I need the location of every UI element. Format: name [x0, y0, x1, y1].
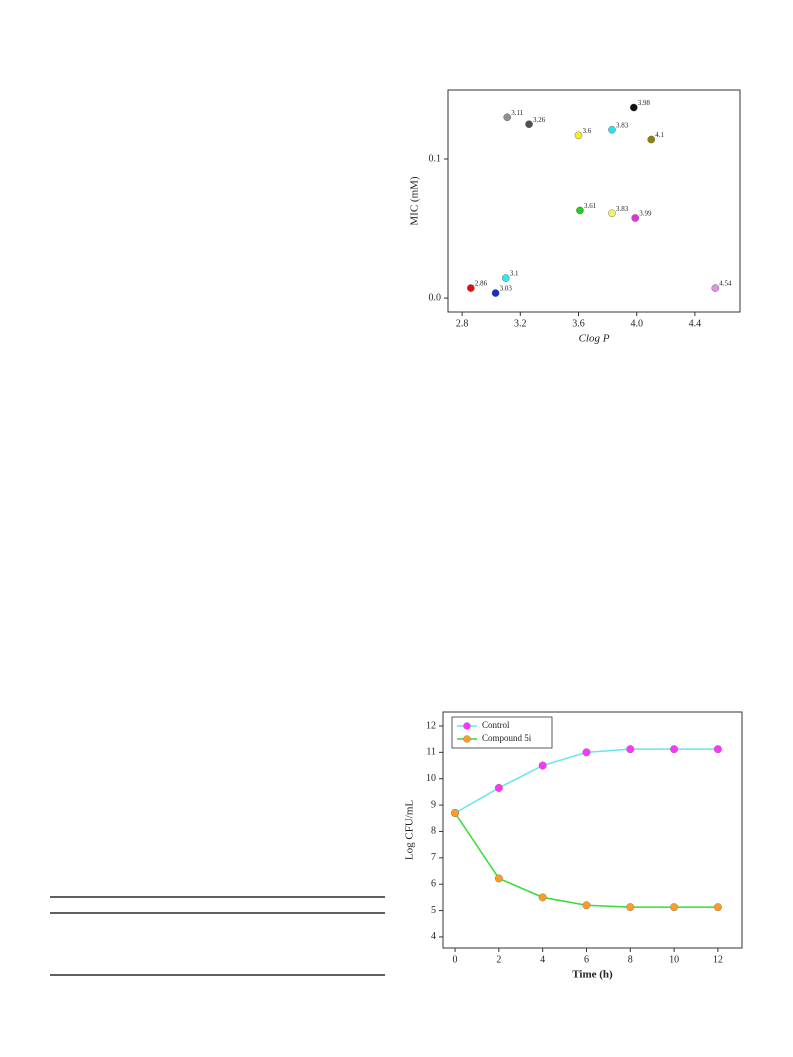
- y-tick-label: 11: [426, 747, 436, 758]
- y-tick-label: 8: [431, 826, 436, 837]
- point: [608, 209, 616, 218]
- series-line: [454, 812, 718, 908]
- marker: [582, 748, 591, 757]
- point: [525, 120, 533, 129]
- point: [501, 274, 510, 282]
- x-tick-label: 3.2: [514, 318, 527, 329]
- marker: [494, 783, 503, 792]
- point-label: 3.99: [639, 210, 652, 218]
- point: [608, 125, 616, 134]
- y-tick-label: 0.0: [429, 292, 442, 303]
- plot-frame: [447, 89, 741, 313]
- y-tick-label: 12: [426, 720, 436, 731]
- y-tick-label: 6: [431, 878, 436, 889]
- y-axis-label: MIC (mM): [409, 176, 421, 226]
- point-label: 3.83: [616, 205, 629, 213]
- x-tick-label: 2.8: [456, 318, 469, 329]
- point: [491, 289, 500, 297]
- marker: [670, 745, 679, 754]
- marker: [494, 874, 503, 883]
- point: [503, 113, 512, 122]
- marker: [538, 893, 547, 902]
- point-label: 4.1: [655, 131, 664, 139]
- x-axis-label: Time (h): [572, 969, 613, 981]
- y-tick-label: 0.1: [429, 153, 442, 164]
- x-tick-label: 4.0: [630, 318, 643, 329]
- point: [711, 284, 720, 292]
- x-tick-label: 4: [540, 954, 545, 965]
- point: [647, 135, 656, 144]
- marker: [451, 808, 460, 817]
- legend-marker: [463, 735, 471, 743]
- point: [576, 206, 584, 215]
- point-label: 3.1: [510, 270, 519, 278]
- x-tick-label: 6: [584, 954, 589, 965]
- marker: [538, 761, 547, 770]
- y-tick-label: 7: [431, 852, 436, 863]
- point: [629, 103, 638, 112]
- x-tick-label: 4.4: [689, 318, 702, 329]
- point-label: 4.54: [719, 280, 732, 288]
- point-label: 3.03: [500, 285, 513, 293]
- x-tick-label: 8: [628, 954, 633, 965]
- point: [631, 214, 640, 222]
- point-label: 3.98: [638, 99, 651, 107]
- point-label: 3.26: [533, 116, 546, 124]
- y-axis-label: Log CFU/mL: [404, 800, 416, 860]
- point-label: 3.11: [511, 109, 523, 117]
- marker: [670, 903, 679, 912]
- series-line: [454, 748, 718, 814]
- x-tick-label: 0: [453, 954, 458, 965]
- legend-label: Control: [482, 720, 510, 730]
- x-tick-label: 2: [496, 954, 501, 965]
- marker: [713, 745, 722, 754]
- point: [574, 131, 583, 140]
- legend-label: Compound 5i: [482, 733, 532, 743]
- point: [467, 284, 475, 292]
- legend-marker: [463, 722, 471, 730]
- x-tick-label: 3.6: [572, 318, 585, 329]
- x-axis-label: Clog P: [579, 333, 610, 345]
- plot-frame: [442, 711, 743, 949]
- y-tick-label: 10: [426, 773, 436, 784]
- x-tick-label: 10: [669, 954, 679, 965]
- point-label: 3.6: [583, 127, 592, 135]
- marker: [626, 745, 635, 754]
- x-tick-label: 12: [713, 954, 723, 965]
- y-tick-label: 5: [431, 905, 436, 916]
- y-tick-label: 9: [431, 799, 436, 810]
- y-tick-label: 4: [431, 931, 436, 942]
- marker: [713, 903, 722, 912]
- legend-box: [451, 716, 553, 749]
- marker: [582, 901, 591, 910]
- point-label: 3.61: [584, 202, 597, 210]
- point-label: 2.86: [475, 280, 488, 288]
- marker: [626, 903, 635, 912]
- point-label: 3.83: [616, 121, 629, 129]
